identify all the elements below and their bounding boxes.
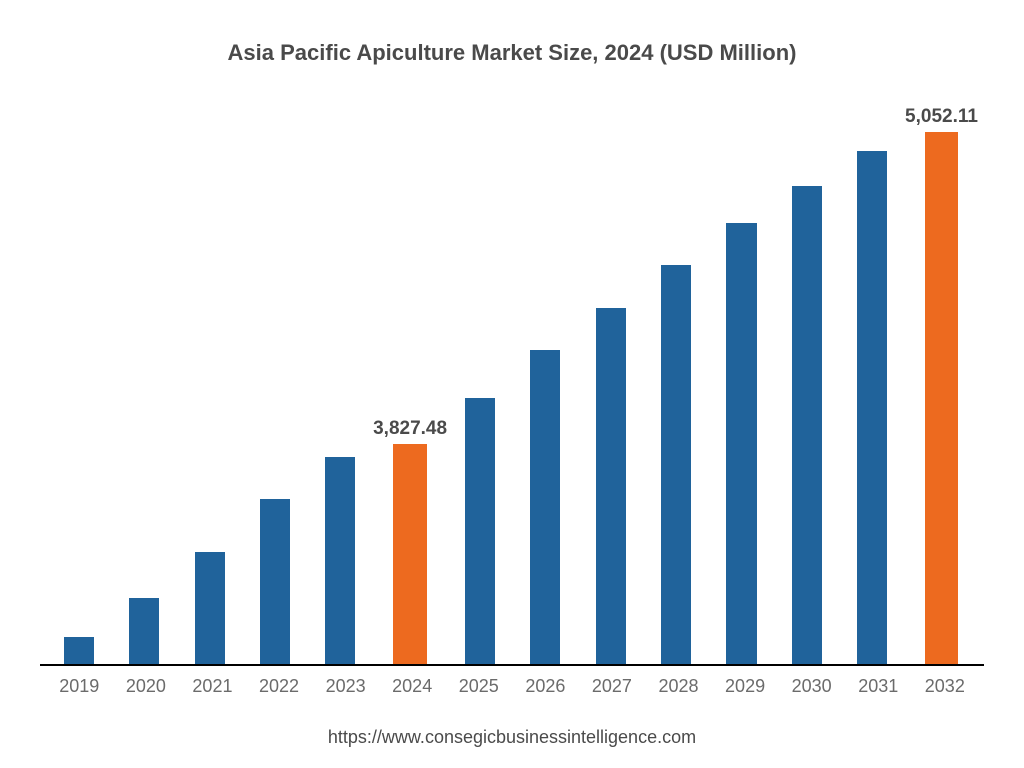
- bar-col: [177, 106, 242, 664]
- bar: [726, 223, 756, 664]
- x-tick-label: 2028: [645, 676, 712, 697]
- bar-col: [643, 106, 708, 664]
- footer-source-url: https://www.consegicbusinessintelligence…: [30, 727, 994, 748]
- x-tick-label: 2032: [912, 676, 979, 697]
- bar-value-label: 3,827.48: [373, 418, 447, 440]
- bars-container: 3,827.48 5,052.11: [40, 106, 984, 664]
- bar-col: 3,827.48: [373, 106, 447, 664]
- x-tick-label: 2027: [579, 676, 646, 697]
- bar: [325, 457, 355, 664]
- x-tick-label: 2026: [512, 676, 579, 697]
- plot-area: 3,827.48 5,052.11: [40, 106, 984, 666]
- bar: [792, 186, 822, 664]
- bar: [195, 552, 225, 664]
- x-tick-label: 2030: [778, 676, 845, 697]
- bar: [530, 350, 560, 664]
- bar: [260, 499, 290, 664]
- bar-col: [242, 106, 307, 664]
- bar-col: 5,052.11: [905, 106, 978, 664]
- bar-col: [774, 106, 839, 664]
- bar: [465, 398, 495, 664]
- bar: [64, 637, 94, 664]
- bar-col: [840, 106, 905, 664]
- x-tick-label: 2029: [712, 676, 779, 697]
- bar-col: [447, 106, 512, 664]
- bar-col: [513, 106, 578, 664]
- x-tick-label: 2025: [445, 676, 512, 697]
- bar: [393, 444, 427, 664]
- bar-col: [111, 106, 176, 664]
- x-tick-label: 2024: [379, 676, 446, 697]
- bar-col: [578, 106, 643, 664]
- bar: [925, 132, 959, 664]
- chart-title: Asia Pacific Apiculture Market Size, 202…: [30, 40, 994, 66]
- bar: [129, 598, 159, 664]
- bar-col: [308, 106, 373, 664]
- bar-col: [709, 106, 774, 664]
- x-tick-label: 2021: [179, 676, 246, 697]
- bar-value-label: 5,052.11: [905, 106, 978, 128]
- bar: [661, 265, 691, 664]
- x-tick-label: 2031: [845, 676, 912, 697]
- bar: [596, 308, 626, 664]
- chart-area: 3,827.485,052.11 20192020202120222023202…: [30, 106, 994, 697]
- x-tick-label: 2020: [113, 676, 180, 697]
- x-tick-label: 2022: [246, 676, 313, 697]
- x-tick-label: 2019: [46, 676, 113, 697]
- bar: [857, 151, 887, 664]
- bar-col: [46, 106, 111, 664]
- x-axis: 2019202020212022202320242025202620272028…: [40, 676, 984, 697]
- x-tick-label: 2023: [312, 676, 379, 697]
